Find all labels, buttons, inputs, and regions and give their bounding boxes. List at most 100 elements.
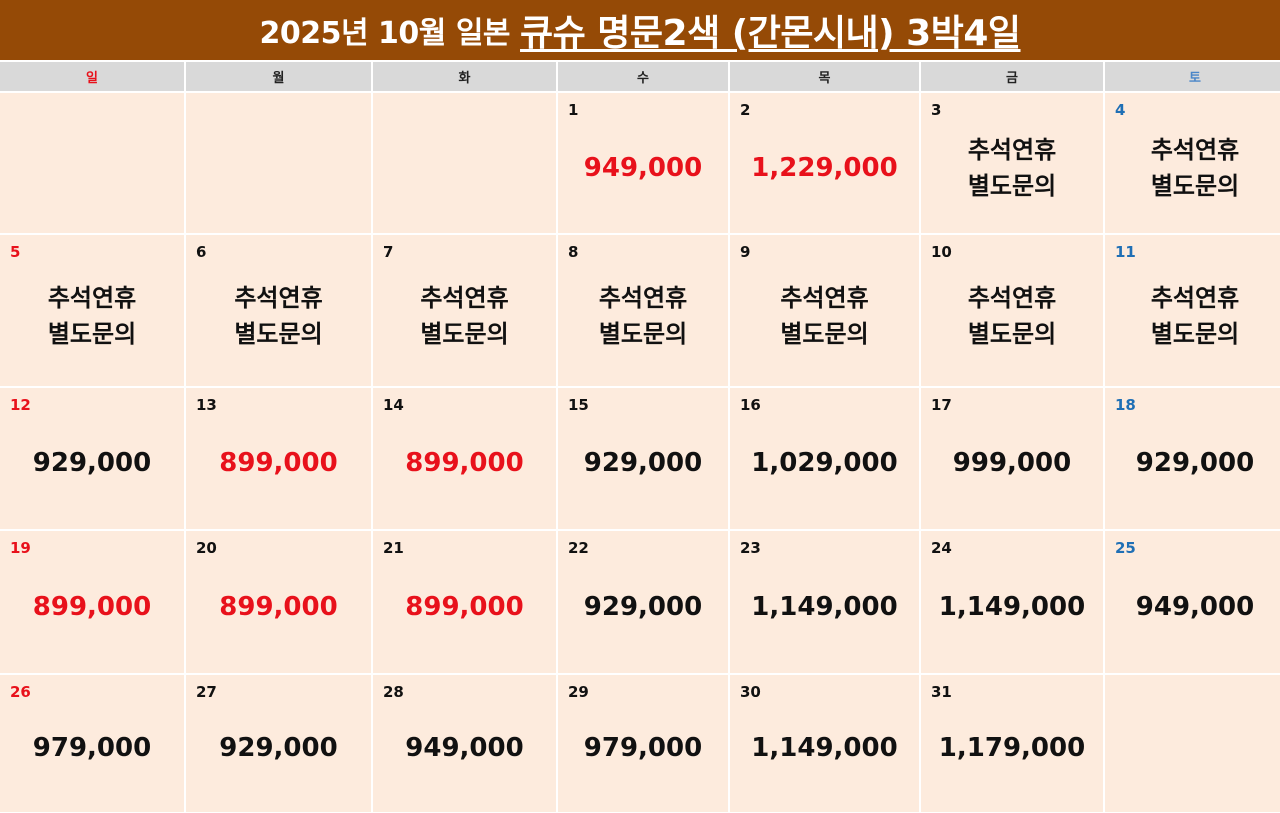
day-number: 4	[1115, 101, 1126, 119]
calendar-day-cell[interactable]: 21 899,000	[373, 531, 556, 673]
price: 979,000	[583, 733, 703, 763]
calendar-day-cell[interactable]: 24 1,149,000	[921, 531, 1103, 673]
page-title: 2025년 10월 일본 큐슈 명문2색 (간몬시내) 3박4일	[0, 0, 1280, 60]
calendar-day-cell[interactable]: 4 추석연휴 별도문의	[1105, 93, 1280, 233]
day-number: 16	[740, 396, 761, 414]
price: 929,000	[32, 448, 152, 478]
holiday-note: 추석연휴 별도문의	[420, 283, 509, 348]
price: 949,000	[1135, 591, 1255, 622]
day-number: 12	[10, 396, 31, 414]
calendar-day-cell	[373, 93, 556, 233]
calendar-day-cell[interactable]: 28 949,000	[373, 675, 556, 812]
calendar-day-cell[interactable]: 9 추석연휴 별도문의	[730, 235, 919, 386]
day-number: 3	[931, 101, 942, 119]
calendar-day-cell[interactable]: 7 추석연휴 별도문의	[373, 235, 556, 386]
weekday-header: 일	[0, 62, 184, 91]
day-number: 29	[568, 683, 589, 701]
day-number: 6	[196, 243, 207, 261]
calendar-day-cell[interactable]: 25 949,000	[1105, 531, 1280, 673]
calendar-day-cell[interactable]: 8 추석연휴 별도문의	[558, 235, 728, 386]
day-number: 14	[383, 396, 404, 414]
calendar-day-cell[interactable]: 11 추석연휴 별도문의	[1105, 235, 1280, 386]
price: 1,149,000	[751, 733, 898, 763]
holiday-note: 추석연휴 별도문의	[967, 136, 1057, 200]
calendar-day-cell[interactable]: 27 929,000	[186, 675, 371, 812]
price: 1,179,000	[938, 733, 1086, 763]
holiday-note: 추석연휴 별도문의	[967, 283, 1057, 348]
day-number: 11	[1115, 243, 1136, 261]
price: 999,000	[952, 448, 1072, 478]
weekday-header: 목	[730, 62, 919, 91]
calendar-day-cell[interactable]: 5 추석연휴 별도문의	[0, 235, 184, 386]
weekday-header: 월	[186, 62, 371, 91]
holiday-note: 추석연휴 별도문의	[1150, 283, 1240, 348]
calendar-day-cell[interactable]: 15 929,000	[558, 388, 728, 529]
calendar-day-cell[interactable]: 23 1,149,000	[730, 531, 919, 673]
price: 929,000	[219, 733, 338, 763]
calendar-day-cell[interactable]: 10 추석연휴 별도문의	[921, 235, 1103, 386]
day-number: 18	[1115, 396, 1136, 414]
price: 949,000	[583, 152, 703, 183]
day-number: 19	[10, 539, 31, 557]
calendar-day-cell[interactable]: 13 899,000	[186, 388, 371, 529]
calendar-day-cell[interactable]: 17 999,000	[921, 388, 1103, 529]
price: 1,149,000	[938, 591, 1086, 622]
day-number: 24	[931, 539, 952, 557]
price: 929,000	[583, 591, 703, 622]
calendar-day-cell[interactable]: 22 929,000	[558, 531, 728, 673]
weekday-header: 화	[373, 62, 556, 91]
weekday-header: 수	[558, 62, 728, 91]
holiday-note: 추석연휴 별도문의	[47, 283, 137, 348]
price: 899,000	[405, 591, 524, 622]
day-number: 25	[1115, 539, 1136, 557]
price: 899,000	[405, 448, 524, 478]
day-number: 23	[740, 539, 761, 557]
title-prefix: 2025년 10월 일본	[259, 16, 511, 51]
day-number: 13	[196, 396, 217, 414]
holiday-note: 추석연휴 별도문의	[780, 283, 869, 348]
price: 899,000	[32, 591, 152, 622]
price: 929,000	[1135, 448, 1255, 478]
price: 1,229,000	[751, 152, 898, 183]
price: 899,000	[219, 591, 338, 622]
calendar-day-cell[interactable]: 14 899,000	[373, 388, 556, 529]
title-main: 큐슈 명문2색 (간몬시내) 3박4일	[520, 13, 1021, 54]
calendar-day-cell[interactable]: 18 929,000	[1105, 388, 1280, 529]
calendar-day-cell[interactable]: 1 949,000	[558, 93, 728, 233]
calendar-day-cell[interactable]: 30 1,149,000	[730, 675, 919, 812]
day-number: 2	[740, 101, 751, 119]
price: 899,000	[219, 448, 338, 478]
calendar-day-cell[interactable]: 12 929,000	[0, 388, 184, 529]
calendar-day-cell[interactable]: 6 추석연휴 별도문의	[186, 235, 371, 386]
day-number: 31	[931, 683, 952, 701]
day-number: 20	[196, 539, 217, 557]
day-number: 30	[740, 683, 761, 701]
holiday-note: 추석연휴 별도문의	[1150, 136, 1240, 200]
day-number: 7	[383, 243, 394, 261]
calendar-day-cell[interactable]: 26 979,000	[0, 675, 184, 812]
day-number: 22	[568, 539, 589, 557]
weekday-header: 토	[1105, 62, 1280, 91]
calendar-day-cell	[1105, 675, 1280, 812]
day-number: 15	[568, 396, 589, 414]
holiday-note: 추석연휴 별도문의	[234, 283, 323, 348]
calendar-day-cell[interactable]: 16 1,029,000	[730, 388, 919, 529]
calendar-day-cell[interactable]: 31 1,179,000	[921, 675, 1103, 812]
calendar-day-cell[interactable]: 19 899,000	[0, 531, 184, 673]
calendar-day-cell[interactable]: 2 1,229,000	[730, 93, 919, 233]
calendar-day-cell[interactable]: 29 979,000	[558, 675, 728, 812]
price: 1,029,000	[751, 448, 898, 478]
price: 979,000	[32, 733, 152, 763]
weekday-header: 금	[921, 62, 1103, 91]
calendar-grid: 일 월 화 수 목 금 토 1 949,000 2 1,229,000 3 추석연휴 별도문의 4 추석연휴…	[0, 62, 1280, 812]
day-number: 10	[931, 243, 952, 261]
day-number: 27	[196, 683, 217, 701]
day-number: 17	[931, 396, 952, 414]
calendar-day-cell[interactable]: 20 899,000	[186, 531, 371, 673]
day-number: 5	[10, 243, 21, 261]
day-number: 21	[383, 539, 404, 557]
day-number: 26	[10, 683, 31, 701]
day-number: 28	[383, 683, 404, 701]
day-number: 9	[740, 243, 751, 261]
calendar-day-cell[interactable]: 3 추석연휴 별도문의	[921, 93, 1103, 233]
